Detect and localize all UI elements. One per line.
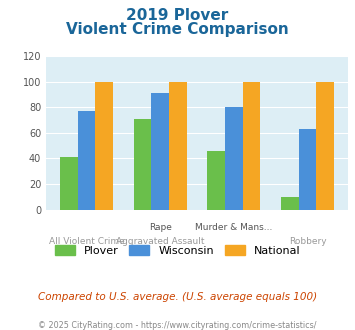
Bar (225, 107, 243, 210)
Text: © 2025 CityRating.com - https://www.cityrating.com/crime-statistics/: © 2025 CityRating.com - https://www.city… (38, 321, 317, 330)
Text: Murder & Mans...: Murder & Mans... (195, 223, 273, 232)
Text: All Violent Crime: All Violent Crime (49, 237, 124, 246)
Bar (151, 93, 169, 210)
Bar (207, 151, 225, 210)
Text: Violent Crime Comparison: Violent Crime Comparison (66, 22, 289, 37)
Text: Rape: Rape (149, 223, 171, 232)
Bar (169, 82, 187, 210)
Bar (60, 157, 77, 210)
Bar (299, 129, 317, 210)
Text: 2019 Plover: 2019 Plover (126, 8, 229, 23)
Legend: Plover, Wisconsin, National: Plover, Wisconsin, National (50, 240, 305, 260)
Text: Robbery: Robbery (289, 237, 327, 246)
Text: Aggravated Assault: Aggravated Assault (116, 237, 204, 246)
Bar (95, 82, 113, 210)
Text: Compared to U.S. average. (U.S. average equals 100): Compared to U.S. average. (U.S. average … (38, 292, 317, 302)
Bar (133, 119, 151, 210)
Bar (243, 82, 261, 210)
Bar (281, 197, 299, 210)
Bar (77, 111, 95, 210)
Bar (317, 82, 334, 210)
